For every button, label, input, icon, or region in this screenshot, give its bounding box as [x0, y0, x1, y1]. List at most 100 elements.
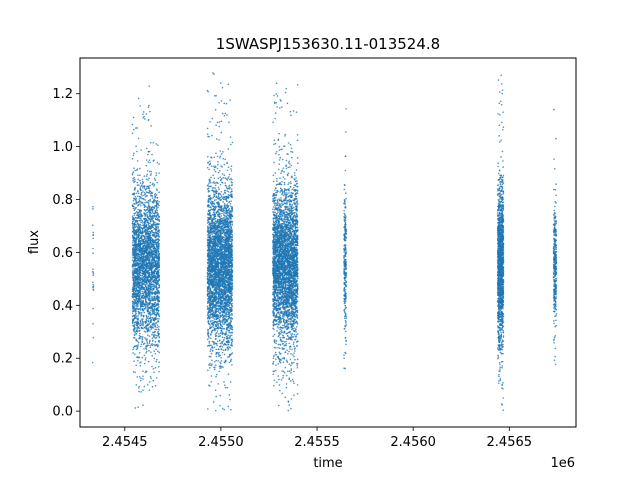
data-point [139, 279, 141, 282]
data-point [149, 375, 152, 378]
data-point [148, 210, 150, 212]
data-point [151, 201, 154, 204]
data-point [134, 244, 137, 247]
data-point [150, 248, 153, 251]
data-point [155, 277, 158, 280]
data-point [146, 215, 149, 217]
data-point [137, 356, 139, 358]
data-point [147, 329, 150, 332]
data-point [223, 213, 225, 215]
data-point [137, 252, 139, 254]
data-point [209, 350, 212, 352]
data-point [230, 165, 233, 168]
data-point [155, 252, 158, 255]
data-point [208, 340, 211, 343]
data-point [143, 191, 146, 194]
data-point [150, 318, 153, 321]
data-point [154, 240, 157, 242]
data-point [158, 365, 160, 368]
data-point [146, 342, 149, 345]
data-point [141, 279, 144, 281]
data-points [91, 72, 558, 412]
data-point [156, 197, 159, 199]
data-point [148, 265, 150, 268]
data-point [133, 285, 136, 288]
data-point [231, 215, 233, 218]
data-point [138, 260, 141, 263]
data-point [155, 254, 158, 256]
data-point [142, 180, 144, 183]
data-point [137, 320, 139, 322]
data-point [146, 213, 148, 216]
data-point [222, 323, 224, 325]
data-point [139, 304, 142, 307]
data-point [149, 219, 151, 221]
data-point [215, 373, 218, 376]
data-point [134, 223, 137, 226]
data-point [153, 223, 155, 226]
data-point [152, 182, 154, 185]
data-point [135, 241, 137, 244]
data-point [143, 209, 146, 211]
data-point [148, 389, 151, 392]
data-point [157, 261, 159, 264]
data-point [135, 251, 137, 253]
data-point [135, 333, 137, 335]
data-point [153, 275, 155, 277]
data-point [221, 86, 224, 89]
data-point [154, 291, 156, 294]
data-point [149, 190, 152, 193]
data-point [154, 352, 157, 355]
data-point [138, 323, 141, 325]
data-point [151, 331, 154, 334]
data-point [144, 271, 146, 274]
data-point [135, 233, 138, 236]
data-point [134, 195, 137, 198]
data-point [141, 227, 144, 230]
data-point [92, 274, 94, 277]
data-point [92, 233, 95, 236]
data-point [139, 179, 141, 182]
data-point [216, 340, 219, 343]
data-point [144, 118, 146, 120]
data-point [215, 195, 218, 198]
data-point [137, 301, 139, 303]
data-point [147, 307, 149, 309]
data-point [151, 295, 153, 298]
data-point [146, 253, 148, 256]
data-point [155, 212, 157, 214]
data-point [142, 234, 144, 237]
data-point [139, 226, 141, 228]
data-point [152, 244, 154, 247]
data-point [139, 306, 142, 308]
data-point [157, 320, 160, 323]
data-point [156, 270, 159, 272]
data-point [145, 348, 148, 350]
data-point [145, 239, 147, 242]
data-point [143, 348, 145, 350]
data-point [138, 266, 141, 269]
data-point [155, 279, 158, 281]
data-point [140, 260, 143, 263]
data-point [136, 256, 139, 258]
data-point [133, 209, 136, 211]
data-point [133, 345, 136, 348]
data-point [138, 209, 141, 211]
data-point [133, 248, 136, 250]
data-point [131, 307, 134, 310]
data-point [142, 323, 145, 325]
data-point [152, 339, 154, 342]
data-point [139, 307, 142, 310]
data-point [153, 312, 155, 315]
data-point [139, 332, 141, 335]
data-point [158, 236, 160, 238]
data-point [144, 292, 147, 295]
data-point [134, 178, 136, 181]
data-point [149, 222, 151, 225]
data-point [140, 221, 142, 224]
data-point [135, 260, 138, 262]
data-point [141, 178, 144, 181]
data-point [149, 228, 152, 230]
data-point [158, 351, 161, 354]
data-point [137, 341, 140, 344]
